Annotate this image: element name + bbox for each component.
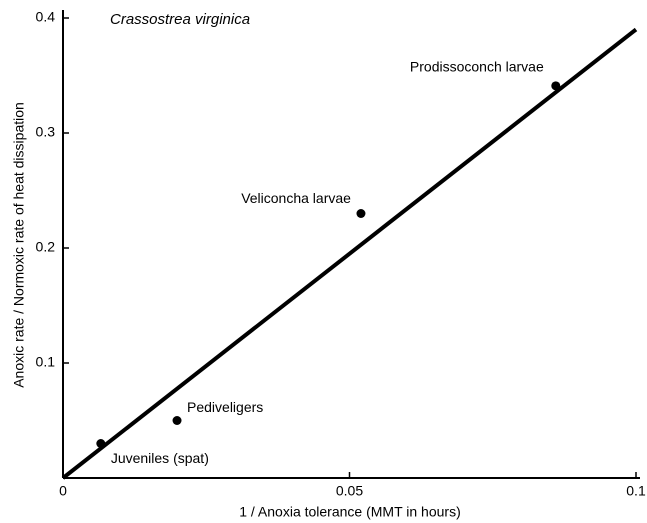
point (96, 439, 106, 448)
x-tick-label: 0.05 (336, 483, 363, 499)
chart-title: Crassostrea virginica (110, 11, 250, 28)
x-tick-label: 0 (59, 483, 67, 499)
x-tick-label: 0.1 (626, 483, 646, 499)
point-label: Pediveligers (187, 399, 263, 415)
y-tick-label: 0.3 (36, 124, 56, 140)
point-label: Veliconcha larvae (241, 190, 351, 206)
y-axis-label: Anoxic rate / Normoxic rate of heat diss… (11, 102, 27, 388)
y-tick-label: 0.1 (36, 354, 56, 370)
point (356, 209, 366, 218)
y-tick-label: 0.4 (36, 9, 56, 25)
x-axis-label: 1 / Anoxia tolerance (MMT in hours) (239, 504, 461, 520)
fit-line (61, 27, 638, 480)
point-label: Juveniles (spat) (111, 450, 209, 466)
point (172, 416, 182, 425)
point-label: Prodissoconch larvae (410, 59, 544, 75)
y-tick-label: 0.2 (36, 239, 56, 255)
point (551, 81, 561, 91)
